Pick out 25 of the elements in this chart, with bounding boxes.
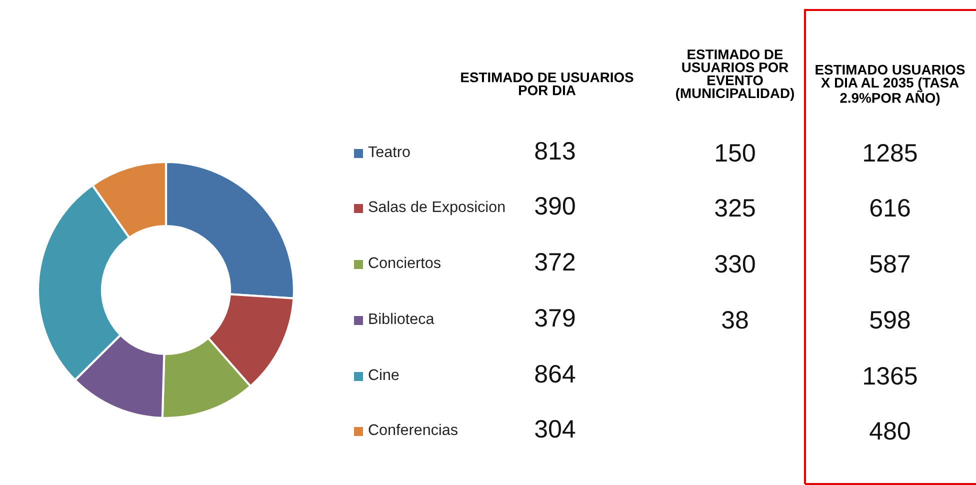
text: 480 xyxy=(870,422,910,440)
text: 1285 xyxy=(864,144,917,162)
text: 598 xyxy=(870,311,910,329)
data-label: 813 xyxy=(535,142,575,160)
data-label: 304 xyxy=(535,420,576,438)
text: 587 xyxy=(870,255,910,273)
legend-label: Biblioteca xyxy=(369,312,434,324)
text: ESTIMADO DE USUARIOS POR DIA xyxy=(461,72,634,96)
text: 616 xyxy=(870,199,910,217)
text: ESTIMADO USUARIOS X DIA AL 2035 (TASA 2.9%POR AÑO) xyxy=(816,64,965,106)
text: 38 xyxy=(722,311,748,329)
legend-label: Salas de Exposicion xyxy=(368,200,505,216)
legend-label: Teatro xyxy=(368,146,410,158)
data-label: 864 xyxy=(535,365,576,383)
data-label: 379 xyxy=(535,309,575,327)
text: 1365 xyxy=(864,367,917,385)
legend-label: Cine xyxy=(368,368,399,380)
text: ESTIMADO DE USUARIOS POR EVENTO (MUNICIPALIDAD) xyxy=(676,49,794,101)
text: 330 xyxy=(715,255,755,273)
legend-label: Conciertos xyxy=(368,256,440,268)
text: 325 xyxy=(715,199,755,217)
legend-label: Conferencias xyxy=(368,424,458,436)
data-label: 390 xyxy=(535,197,575,215)
text: 150 xyxy=(716,144,755,162)
data-label: 372 xyxy=(535,253,575,271)
